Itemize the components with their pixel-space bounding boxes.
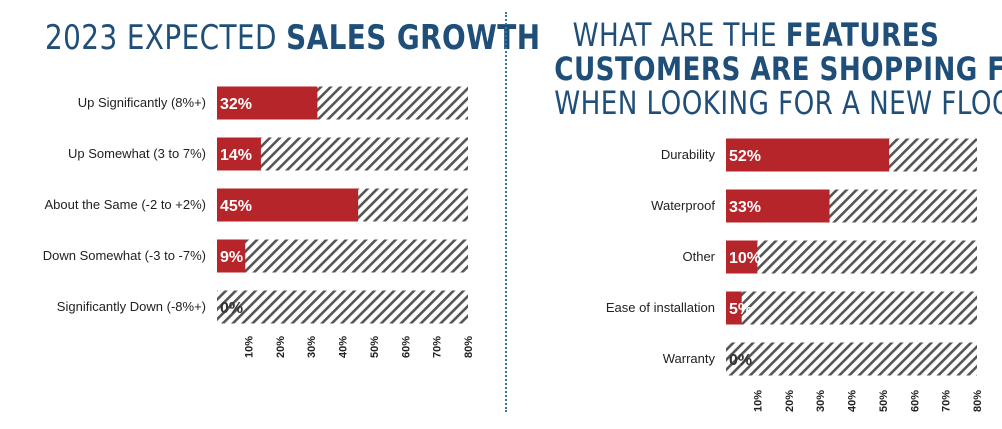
value-label: 14% (220, 147, 252, 164)
bar-background-hatch (726, 342, 977, 376)
x-tick-label: 80% (972, 390, 984, 412)
x-tick-label: 20% (275, 336, 287, 358)
bar-row: Up Significantly (8%+) 32% (78, 86, 468, 120)
bar-row: Up Somewhat (3 to 7%) 14% (68, 137, 468, 171)
category-label: Significantly Down (-8%+) (57, 299, 206, 314)
title-line-1-bold: FEATURES (785, 16, 940, 54)
chart-title-sales-growth: 2023 EXPECTED SALES GROWTH (45, 18, 540, 58)
category-label: Down Somewhat (-3 to -7%) (43, 248, 206, 263)
value-label: 0% (220, 300, 243, 317)
category-label: Waterproof (651, 198, 715, 213)
title-line-3: WHEN LOOKING FOR A NEW FLOOR? (554, 84, 1002, 122)
category-label: About the Same (-2 to +2%) (44, 197, 206, 212)
chart-panel-sales-growth: 2023 EXPECTED SALES GROWTH Up Significan… (0, 0, 540, 429)
category-label: Warranty (663, 351, 716, 366)
panel-divider (505, 12, 507, 412)
category-label: Ease of installation (606, 300, 715, 315)
bar-background-hatch (726, 291, 977, 325)
bar-row: Waterproof 33% (651, 189, 977, 223)
value-label: 52% (729, 148, 761, 165)
title-line-1-plain: WHAT ARE THE (572, 16, 786, 54)
bar-chart-floor-features: Durability 52% Waterproof 33% Other 10% Ease o… (606, 138, 984, 412)
x-tick-label: 80% (463, 336, 475, 358)
value-label: 33% (729, 199, 761, 216)
category-label: Up Somewhat (3 to 7%) (68, 146, 206, 161)
value-label: 10% (729, 250, 761, 267)
bar-background-hatch (726, 240, 977, 274)
value-label: 5% (729, 301, 752, 318)
bar-row: Down Somewhat (-3 to -7%) 9% (43, 239, 468, 273)
x-tick-label: 40% (338, 336, 350, 358)
bar-background-hatch (217, 290, 468, 324)
title-line-1: WHAT ARE THE FEATURES (554, 18, 957, 52)
category-label: Durability (661, 147, 716, 162)
x-tick-label: 30% (815, 390, 827, 412)
value-label: 32% (220, 96, 252, 113)
bar-row: Warranty 0% (663, 342, 977, 376)
value-label: 45% (220, 198, 252, 215)
x-tick-label: 10% (243, 336, 255, 358)
x-tick-label: 10% (752, 390, 764, 412)
bar-row: Ease of installation 5% (606, 291, 977, 325)
x-tick-label: 50% (369, 336, 381, 358)
x-tick-label: 50% (878, 390, 890, 412)
title-plain: 2023 EXPECTED (45, 18, 287, 58)
x-tick-label: 60% (909, 390, 921, 412)
x-tick-label: 40% (847, 390, 859, 412)
title-bold: SALES GROWTH (286, 18, 541, 58)
category-label: Other (682, 249, 715, 264)
bar-background-hatch (217, 239, 468, 273)
bar-chart-sales-growth: Up Significantly (8%+) 32% Up Somewhat (3 … (43, 86, 475, 358)
x-tick-label: 30% (306, 336, 318, 358)
bar (726, 138, 890, 172)
bar (726, 189, 830, 223)
bar-row: Significantly Down (-8%+) 0% (57, 290, 468, 324)
x-tick-label: 70% (941, 390, 953, 412)
value-label: 0% (729, 352, 752, 369)
bar (217, 239, 246, 273)
bar-row: About the Same (-2 to +2%) 45% (44, 188, 468, 222)
bar-row: Durability 52% (661, 138, 977, 172)
x-tick-label: 60% (400, 336, 412, 358)
bar (217, 137, 261, 171)
chart-panel-floor-features: WHAT ARE THE FEATURES CUSTOMERS ARE SHOP… (510, 0, 1002, 429)
bar (217, 188, 359, 222)
bar (726, 240, 758, 274)
title-line-2: CUSTOMERS ARE SHOPPING FOR (554, 50, 1002, 88)
bar-row: Other 10% (682, 240, 977, 274)
category-label: Up Significantly (8%+) (78, 95, 206, 110)
x-tick-label: 20% (784, 390, 796, 412)
bar (726, 291, 742, 325)
value-label: 9% (220, 249, 243, 266)
x-tick-label: 70% (432, 336, 444, 358)
chart-title-floor-features: WHAT ARE THE FEATURES CUSTOMERS ARE SHOP… (554, 18, 1002, 122)
bar (217, 86, 318, 120)
